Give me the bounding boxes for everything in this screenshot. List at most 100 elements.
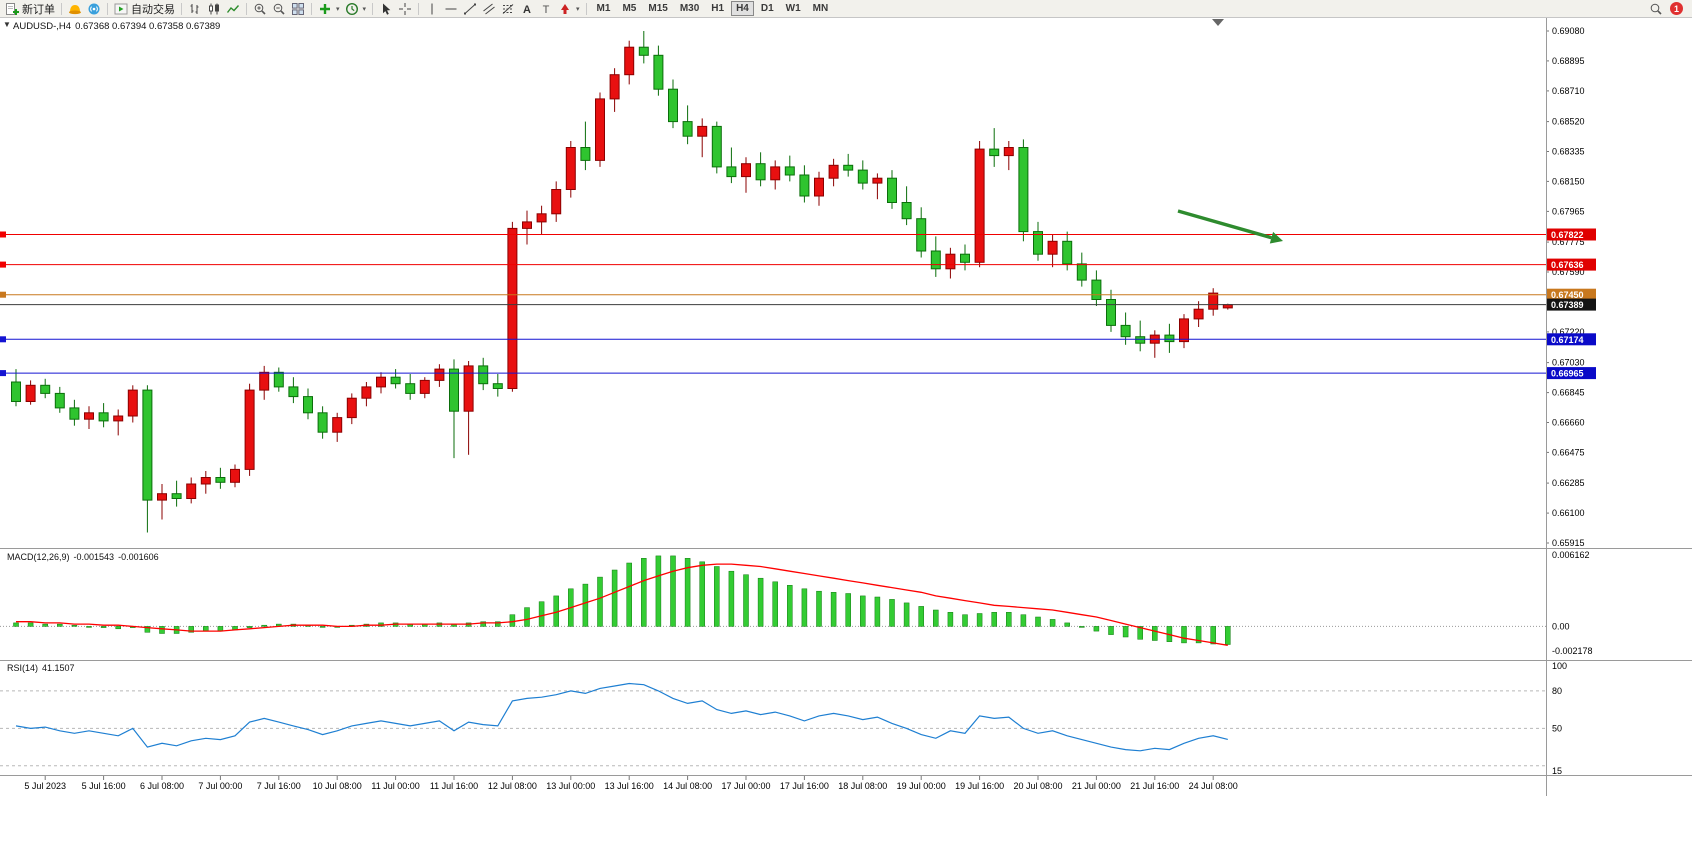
svg-text:17 Jul 16:00: 17 Jul 16:00 <box>780 781 829 791</box>
horizontal-line-button[interactable] <box>442 1 460 17</box>
signals-icon <box>87 2 101 16</box>
svg-text:0.006162: 0.006162 <box>1552 550 1590 560</box>
new-order-icon <box>5 2 19 16</box>
trendline-button[interactable] <box>461 1 479 17</box>
metaeditor-icon <box>68 2 82 16</box>
price-tag: 0.67450 <box>1546 288 1596 301</box>
support-line-lower[interactable] <box>0 370 1546 377</box>
zoom-out-button[interactable] <box>270 1 288 17</box>
timeframe-m15[interactable]: M15 <box>648 3 668 14</box>
svg-text:0.68895: 0.68895 <box>1552 56 1585 66</box>
search-icon[interactable] <box>1649 2 1663 16</box>
timeframe-group: M1 M5 M15 M30 H1 H4 D1 W1 MN <box>591 1 835 16</box>
indicators-button[interactable]: ▾ <box>316 1 342 17</box>
new-order-button-label: 新订单 <box>22 3 55 16</box>
toolbar-separator <box>246 2 247 15</box>
svg-text:6 Jul 08:00: 6 Jul 08:00 <box>140 781 184 791</box>
indicators-icon <box>318 2 332 16</box>
macd-panel[interactable]: 0.006162 0.00 -0.002178 <box>0 550 1593 656</box>
chart-ohlc: 0.67368 0.67394 0.67358 0.67389 <box>75 21 221 32</box>
trend-arrow-annotation[interactable] <box>1177 209 1283 244</box>
chart-symbol-label: AUDUSD-,H4 0.67368 0.67394 0.67358 0.6738… <box>13 21 224 32</box>
timeframe-w1[interactable]: W1 <box>785 3 801 14</box>
chart-shift-marker[interactable] <box>1212 19 1224 26</box>
svg-text:11 Jul 00:00: 11 Jul 00:00 <box>371 781 419 791</box>
timeframe-mn[interactable]: MN <box>812 3 829 14</box>
cursor-button[interactable] <box>377 1 395 17</box>
autotrading-button[interactable]: 自动交易 <box>112 1 177 17</box>
svg-text:50: 50 <box>1552 723 1562 733</box>
zoom-in-button[interactable] <box>251 1 269 17</box>
timeframe-m30[interactable]: M30 <box>679 3 700 14</box>
toolbar-right-group: 1 <box>1649 2 1683 16</box>
toolbar: 新订单 自动交易 <box>0 0 1692 18</box>
svg-text:0.68710: 0.68710 <box>1552 86 1585 96</box>
channel-icon <box>482 2 496 16</box>
notification-badge[interactable]: 1 <box>1670 2 1683 15</box>
channel-button[interactable] <box>480 1 498 17</box>
svg-text:17 Jul 00:00: 17 Jul 00:00 <box>721 781 770 791</box>
svg-text:5 Jul 16:00: 5 Jul 16:00 <box>82 781 126 791</box>
price-tag: 0.67636 <box>1546 258 1596 271</box>
support-line-upper[interactable] <box>0 336 1546 343</box>
macd-name: MACD(12,26,9) <box>7 552 70 562</box>
bar-chart-icon <box>188 2 202 16</box>
time-axis[interactable]: 5 Jul 2023 5 Jul 16:00 6 Jul 08:00 7 Jul 00… <box>24 776 1238 791</box>
rsi-name: RSI(14) <box>7 663 39 673</box>
resistance-line-lower[interactable] <box>0 261 1546 268</box>
svg-text:0.67030: 0.67030 <box>1552 358 1585 368</box>
toolbar-separator <box>61 2 62 15</box>
fibonacci-button[interactable] <box>499 1 517 17</box>
panel-dividers[interactable] <box>0 17 1692 796</box>
crosshair-button[interactable] <box>396 1 414 17</box>
candlestick-chart-button[interactable] <box>205 1 223 17</box>
zoom-in-icon <box>253 2 267 16</box>
price-axis[interactable]: 0.69080 0.68895 0.68710 0.68520 0.68335 0.681… <box>1546 26 1585 548</box>
svg-text:0.66475: 0.66475 <box>1552 447 1585 457</box>
signals-button[interactable] <box>85 1 103 17</box>
price-tag: 0.67174 <box>1546 333 1596 346</box>
bar-chart-button[interactable] <box>186 1 204 17</box>
price-tag: 0.67822 <box>1546 228 1596 241</box>
rsi-panel[interactable]: 100 80 50 15 <box>0 661 1567 776</box>
svg-text:T: T <box>543 4 550 16</box>
resistance-line-upper[interactable] <box>0 231 1546 238</box>
periods-button[interactable]: ▾ <box>343 1 369 17</box>
chart-symbol: AUDUSD-,H4 <box>13 21 72 32</box>
svg-text:5 Jul 2023: 5 Jul 2023 <box>24 781 66 791</box>
svg-text:0.67775: 0.67775 <box>1552 237 1585 247</box>
crosshair-icon <box>398 2 412 16</box>
svg-text:21 Jul 00:00: 21 Jul 00:00 <box>1072 781 1121 791</box>
timeframe-m5[interactable]: M5 <box>622 3 637 14</box>
vertical-line-button[interactable] <box>423 1 441 17</box>
svg-text:10 Jul 08:00: 10 Jul 08:00 <box>313 781 362 791</box>
svg-text:14 Jul 08:00: 14 Jul 08:00 <box>663 781 712 791</box>
timeframe-h4[interactable]: H4 <box>731 1 754 16</box>
timeframe-h1[interactable]: H1 <box>711 3 725 14</box>
timeframe-d1[interactable]: D1 <box>760 3 774 14</box>
fibonacci-icon <box>501 2 515 16</box>
text-label-icon: T <box>539 2 553 16</box>
one-click-trading-toggle[interactable]: ▼ <box>3 20 11 29</box>
svg-text:18 Jul 08:00: 18 Jul 08:00 <box>838 781 887 791</box>
horizontal-line-icon <box>444 2 458 16</box>
svg-text:19 Jul 16:00: 19 Jul 16:00 <box>955 781 1004 791</box>
vertical-line-icon <box>425 2 439 16</box>
text-label-button[interactable]: T <box>537 1 555 17</box>
line-chart-icon <box>226 2 240 16</box>
macd-value: -0.001543 <box>73 552 115 562</box>
svg-text:0.66100: 0.66100 <box>1552 508 1585 518</box>
metaeditor-button[interactable] <box>66 1 84 17</box>
pivot-line-orange[interactable] <box>0 291 1546 298</box>
toolbar-separator <box>107 2 108 15</box>
svg-text:0.68335: 0.68335 <box>1552 147 1585 157</box>
timeframe-m1[interactable]: M1 <box>596 3 611 14</box>
new-order-button[interactable]: 新订单 <box>3 1 57 17</box>
svg-text:0.67450: 0.67450 <box>1551 290 1584 300</box>
text-button[interactable]: A <box>518 1 536 17</box>
tile-windows-button[interactable] <box>289 1 307 17</box>
svg-text:0.67220: 0.67220 <box>1552 327 1585 337</box>
line-chart-button[interactable] <box>224 1 242 17</box>
arrows-button[interactable]: ▾ <box>556 1 582 17</box>
